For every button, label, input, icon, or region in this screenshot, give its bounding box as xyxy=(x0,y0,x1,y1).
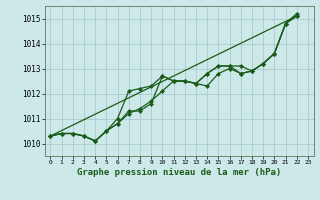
X-axis label: Graphe pression niveau de la mer (hPa): Graphe pression niveau de la mer (hPa) xyxy=(77,168,281,177)
